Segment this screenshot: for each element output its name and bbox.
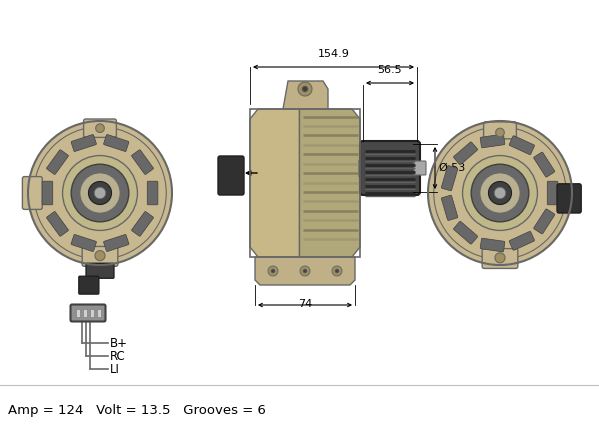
Circle shape [80, 173, 120, 213]
Circle shape [302, 86, 308, 92]
Circle shape [496, 128, 504, 137]
FancyBboxPatch shape [47, 211, 68, 236]
Circle shape [300, 266, 310, 276]
Polygon shape [300, 109, 360, 257]
Circle shape [494, 187, 506, 199]
Circle shape [335, 269, 339, 273]
FancyBboxPatch shape [547, 181, 558, 205]
FancyBboxPatch shape [82, 246, 118, 266]
Circle shape [95, 251, 105, 261]
FancyBboxPatch shape [441, 195, 458, 221]
Circle shape [94, 187, 106, 199]
FancyBboxPatch shape [84, 119, 116, 137]
Text: LI: LI [110, 362, 120, 375]
Circle shape [31, 124, 169, 262]
Circle shape [303, 269, 307, 273]
Text: Ø 53: Ø 53 [439, 163, 465, 173]
FancyBboxPatch shape [480, 238, 505, 252]
Circle shape [71, 164, 129, 222]
Circle shape [480, 173, 520, 213]
Circle shape [332, 266, 342, 276]
FancyBboxPatch shape [42, 181, 53, 205]
FancyBboxPatch shape [71, 135, 96, 151]
Circle shape [434, 127, 566, 259]
Circle shape [41, 134, 159, 252]
Circle shape [298, 82, 312, 96]
FancyBboxPatch shape [47, 150, 68, 174]
FancyBboxPatch shape [534, 152, 555, 177]
Text: 154.9: 154.9 [317, 49, 349, 59]
FancyBboxPatch shape [86, 263, 114, 278]
FancyBboxPatch shape [104, 135, 129, 151]
FancyBboxPatch shape [453, 221, 477, 244]
Text: 56.5: 56.5 [378, 65, 403, 75]
Circle shape [488, 181, 512, 204]
FancyBboxPatch shape [147, 181, 158, 205]
FancyBboxPatch shape [22, 177, 43, 209]
Circle shape [431, 124, 569, 262]
FancyBboxPatch shape [509, 136, 534, 155]
FancyBboxPatch shape [453, 142, 477, 165]
FancyBboxPatch shape [71, 235, 96, 252]
FancyBboxPatch shape [132, 211, 153, 236]
FancyBboxPatch shape [218, 156, 244, 195]
Circle shape [268, 266, 278, 276]
Bar [83, 309, 87, 317]
Circle shape [437, 129, 564, 256]
Circle shape [495, 253, 505, 263]
Text: B+: B+ [110, 337, 128, 350]
Bar [358, 160, 365, 176]
Circle shape [89, 181, 111, 204]
Circle shape [96, 124, 104, 133]
FancyBboxPatch shape [483, 122, 516, 139]
Circle shape [62, 156, 137, 231]
Circle shape [462, 156, 537, 231]
FancyBboxPatch shape [79, 276, 99, 294]
Polygon shape [250, 109, 300, 257]
FancyBboxPatch shape [534, 209, 555, 234]
Text: Amp = 124   Volt = 13.5   Grooves = 6: Amp = 124 Volt = 13.5 Grooves = 6 [8, 403, 266, 416]
FancyBboxPatch shape [557, 184, 581, 213]
Circle shape [34, 127, 167, 259]
Circle shape [28, 121, 172, 265]
Text: RC: RC [110, 350, 126, 362]
Circle shape [441, 134, 559, 252]
Circle shape [37, 129, 164, 256]
FancyBboxPatch shape [104, 235, 129, 252]
Circle shape [428, 121, 572, 265]
Text: 74: 74 [298, 299, 312, 309]
FancyBboxPatch shape [132, 150, 153, 174]
FancyBboxPatch shape [480, 134, 505, 148]
FancyBboxPatch shape [414, 161, 426, 175]
Circle shape [434, 127, 566, 259]
Circle shape [34, 127, 167, 259]
FancyBboxPatch shape [71, 304, 105, 321]
FancyBboxPatch shape [482, 249, 518, 269]
Polygon shape [283, 81, 328, 109]
Circle shape [271, 269, 275, 273]
FancyBboxPatch shape [360, 141, 420, 195]
Circle shape [471, 164, 529, 222]
Bar [90, 309, 94, 317]
Polygon shape [255, 257, 355, 285]
Bar [76, 309, 80, 317]
FancyBboxPatch shape [441, 166, 458, 191]
Bar [97, 309, 101, 317]
FancyBboxPatch shape [509, 232, 534, 250]
